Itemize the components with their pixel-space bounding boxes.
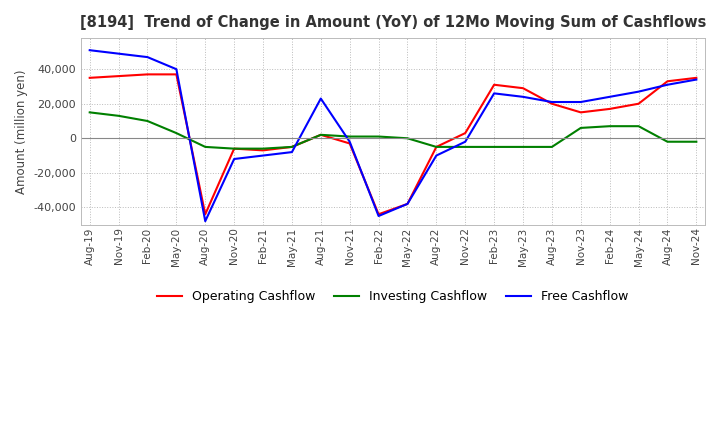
Operating Cashflow (86, 75, 94, 81)
Free Cashflow (518, 94, 527, 99)
Free Cashflow (692, 77, 701, 82)
Investing Cashflow (663, 139, 672, 144)
Operating Cashflow (230, 146, 238, 151)
Operating Cashflow (432, 144, 441, 150)
Investing Cashflow (114, 113, 123, 118)
Free Cashflow (230, 156, 238, 161)
Free Cashflow (432, 153, 441, 158)
Operating Cashflow (692, 75, 701, 81)
Free Cashflow (461, 139, 469, 144)
Y-axis label: Amount (million yen): Amount (million yen) (15, 69, 28, 194)
Free Cashflow (490, 91, 498, 96)
Investing Cashflow (692, 139, 701, 144)
Free Cashflow (634, 89, 643, 94)
Investing Cashflow (634, 124, 643, 129)
Operating Cashflow (577, 110, 585, 115)
Operating Cashflow (490, 82, 498, 88)
Free Cashflow (201, 219, 210, 224)
Operating Cashflow (114, 73, 123, 79)
Investing Cashflow (172, 130, 181, 136)
Investing Cashflow (403, 136, 412, 141)
Free Cashflow (114, 51, 123, 56)
Legend: Operating Cashflow, Investing Cashflow, Free Cashflow: Operating Cashflow, Investing Cashflow, … (153, 285, 634, 308)
Investing Cashflow (86, 110, 94, 115)
Operating Cashflow (287, 144, 296, 150)
Investing Cashflow (518, 144, 527, 150)
Investing Cashflow (230, 146, 238, 151)
Operating Cashflow (634, 101, 643, 106)
Free Cashflow (403, 201, 412, 206)
Free Cashflow (374, 213, 383, 219)
Investing Cashflow (577, 125, 585, 131)
Investing Cashflow (258, 146, 267, 151)
Investing Cashflow (374, 134, 383, 139)
Operating Cashflow (201, 212, 210, 217)
Free Cashflow (287, 150, 296, 155)
Operating Cashflow (403, 201, 412, 206)
Investing Cashflow (606, 124, 614, 129)
Free Cashflow (258, 153, 267, 158)
Operating Cashflow (606, 106, 614, 112)
Title: [8194]  Trend of Change in Amount (YoY) of 12Mo Moving Sum of Cashflows: [8194] Trend of Change in Amount (YoY) o… (80, 15, 706, 30)
Free Cashflow (548, 99, 557, 105)
Investing Cashflow (490, 144, 498, 150)
Operating Cashflow (548, 101, 557, 106)
Free Cashflow (86, 48, 94, 53)
Operating Cashflow (374, 212, 383, 217)
Operating Cashflow (663, 79, 672, 84)
Investing Cashflow (317, 132, 325, 137)
Investing Cashflow (461, 144, 469, 150)
Line: Investing Cashflow: Investing Cashflow (90, 112, 696, 149)
Operating Cashflow (172, 72, 181, 77)
Operating Cashflow (461, 130, 469, 136)
Free Cashflow (577, 99, 585, 105)
Investing Cashflow (346, 134, 354, 139)
Operating Cashflow (317, 132, 325, 137)
Investing Cashflow (432, 144, 441, 150)
Line: Operating Cashflow: Operating Cashflow (90, 74, 696, 214)
Free Cashflow (143, 55, 152, 60)
Free Cashflow (317, 96, 325, 101)
Operating Cashflow (346, 141, 354, 146)
Investing Cashflow (201, 144, 210, 150)
Free Cashflow (172, 66, 181, 72)
Line: Free Cashflow: Free Cashflow (90, 50, 696, 221)
Free Cashflow (663, 82, 672, 88)
Investing Cashflow (143, 118, 152, 124)
Operating Cashflow (258, 148, 267, 153)
Operating Cashflow (143, 72, 152, 77)
Operating Cashflow (518, 85, 527, 91)
Investing Cashflow (287, 144, 296, 150)
Free Cashflow (346, 139, 354, 144)
Free Cashflow (606, 94, 614, 99)
Investing Cashflow (548, 144, 557, 150)
